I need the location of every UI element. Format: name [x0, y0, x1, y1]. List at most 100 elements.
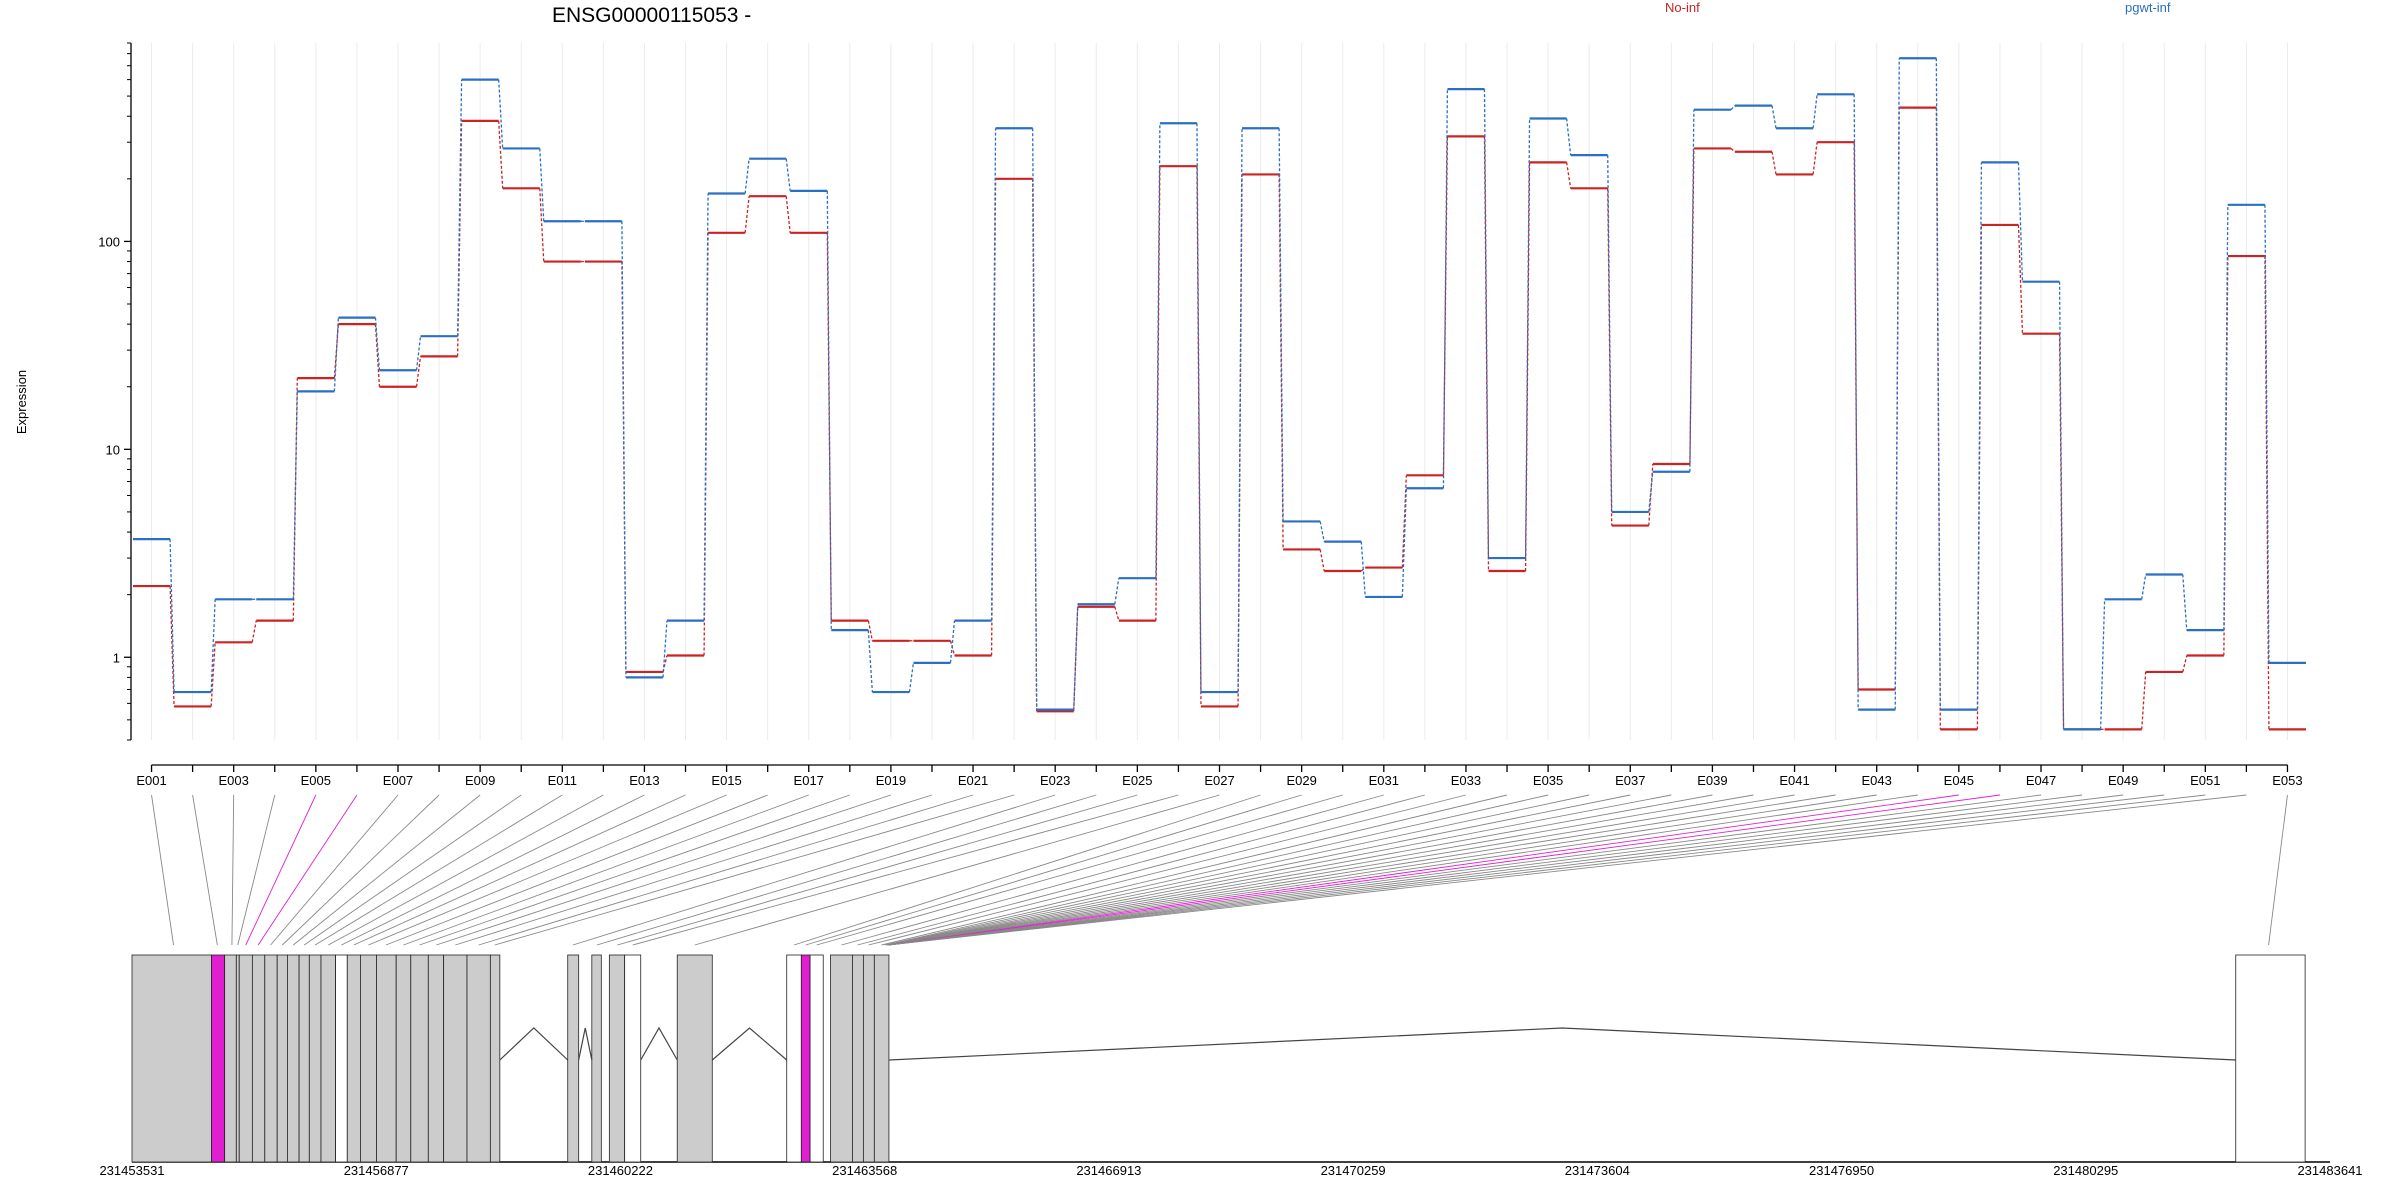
exon-connector-line [694, 794, 1220, 946]
series-riser [1812, 142, 1818, 175]
exon-block [873, 954, 890, 1163]
exon-connector-line [231, 794, 235, 946]
exon-connector-line [841, 794, 1384, 946]
y-axis-label: Expression [14, 370, 29, 434]
exon-connector-line [478, 794, 974, 946]
exon-connector-line [281, 794, 440, 946]
chart-title: ENSG00000115053 - [552, 4, 751, 27]
series-riser [2182, 655, 2188, 673]
series-riser [1155, 166, 1161, 621]
x-tick-label: E019 [876, 773, 906, 788]
x-tick-label: E041 [1779, 773, 1809, 788]
exon-block [276, 954, 288, 1163]
exon-block [131, 954, 212, 1163]
series-riser [908, 662, 915, 693]
series-riser [1771, 151, 1777, 175]
x-tick-label: E017 [794, 773, 824, 788]
series-riser [990, 128, 997, 621]
exon-block [809, 954, 824, 1163]
series-riser [2141, 671, 2147, 730]
exon-connector-line [887, 794, 1631, 946]
exon-block [224, 954, 237, 1163]
series-riser [251, 620, 257, 643]
exon-block [298, 954, 310, 1163]
series-riser [785, 158, 791, 191]
exon-block [852, 954, 864, 1163]
series-riser [1278, 128, 1284, 522]
series-riser [949, 620, 956, 663]
exon-connector-line [617, 794, 1138, 946]
x-tick-label: E009 [465, 773, 495, 788]
series-riser [867, 620, 873, 641]
series-riser [2264, 204, 2270, 663]
exon-connector-line [572, 794, 1056, 946]
series-riser [1114, 606, 1120, 621]
series-riser [539, 188, 545, 262]
series-riser [1730, 105, 1736, 111]
exon-block [287, 954, 300, 1163]
series-riser [1073, 604, 1079, 710]
intron-line [888, 1027, 2236, 1061]
grid-lines [151, 43, 2288, 740]
series-riser [662, 620, 668, 678]
series-riser [210, 642, 216, 707]
series-riser [621, 221, 627, 678]
exon-connector-line [2268, 794, 2288, 946]
gene-coordinate-label: 231463568 [832, 1163, 897, 1178]
exon-connector-line [888, 794, 2247, 946]
exon-block [395, 954, 412, 1163]
x-tick-label: E021 [958, 773, 988, 788]
exon-connector-line [328, 794, 604, 946]
series-riser [826, 190, 832, 631]
series-riser [1771, 105, 1777, 129]
x-tick-label: E027 [1204, 773, 1234, 788]
exon-connector-line [888, 794, 1836, 946]
series-riser [498, 120, 504, 189]
series-riser [1607, 155, 1613, 512]
series-riser [498, 79, 504, 149]
exon-block [320, 954, 336, 1163]
exon-connector-line [888, 794, 1754, 946]
x-tick-label: E025 [1122, 773, 1152, 788]
series-riser [2141, 574, 2147, 600]
exon-connector-line [888, 794, 1795, 946]
series-riser [1935, 58, 1941, 710]
exon-connector-line [888, 794, 1672, 946]
series-riser [210, 599, 216, 693]
series-riser [2223, 204, 2229, 631]
series-riser [867, 630, 874, 693]
intron-line [640, 1026, 678, 1061]
exon-connector-line [237, 794, 276, 946]
series-riser [1894, 58, 1900, 710]
series-riser [374, 317, 381, 371]
x-tick-label: E043 [1862, 773, 1892, 788]
x-tick-label: E029 [1286, 773, 1316, 788]
gene-coordinate-label: 231460222 [588, 1163, 653, 1178]
series-riser [1483, 136, 1490, 571]
exon-connector-line [888, 794, 2042, 946]
exon-connector-line [888, 794, 2165, 946]
exon-block [624, 954, 642, 1163]
exon-block [608, 954, 626, 1163]
series-riser [1114, 578, 1120, 605]
exon-connector-line [881, 794, 1508, 946]
x-tick-label: E003 [219, 773, 249, 788]
exon-block [830, 954, 853, 1163]
exon-block [410, 954, 429, 1163]
series-riser [2223, 256, 2229, 656]
legend-pgwt-inf: pgwt-inf [2125, 0, 2171, 15]
exon-block [800, 954, 811, 1163]
exon-connector-line [151, 794, 174, 946]
x-tick-label: E053 [2272, 773, 2302, 788]
exon-connector-line [596, 794, 1097, 946]
exon-connector-line [888, 794, 2083, 946]
exon-block [346, 954, 361, 1163]
series-riser [1237, 128, 1243, 693]
series-riser [1853, 142, 1859, 690]
x-tick-label: E031 [1369, 773, 1399, 788]
exon-block [235, 954, 240, 1163]
x-tick-label: E011 [548, 773, 577, 788]
series-riser [415, 356, 422, 387]
exon-connector-line [353, 794, 686, 946]
